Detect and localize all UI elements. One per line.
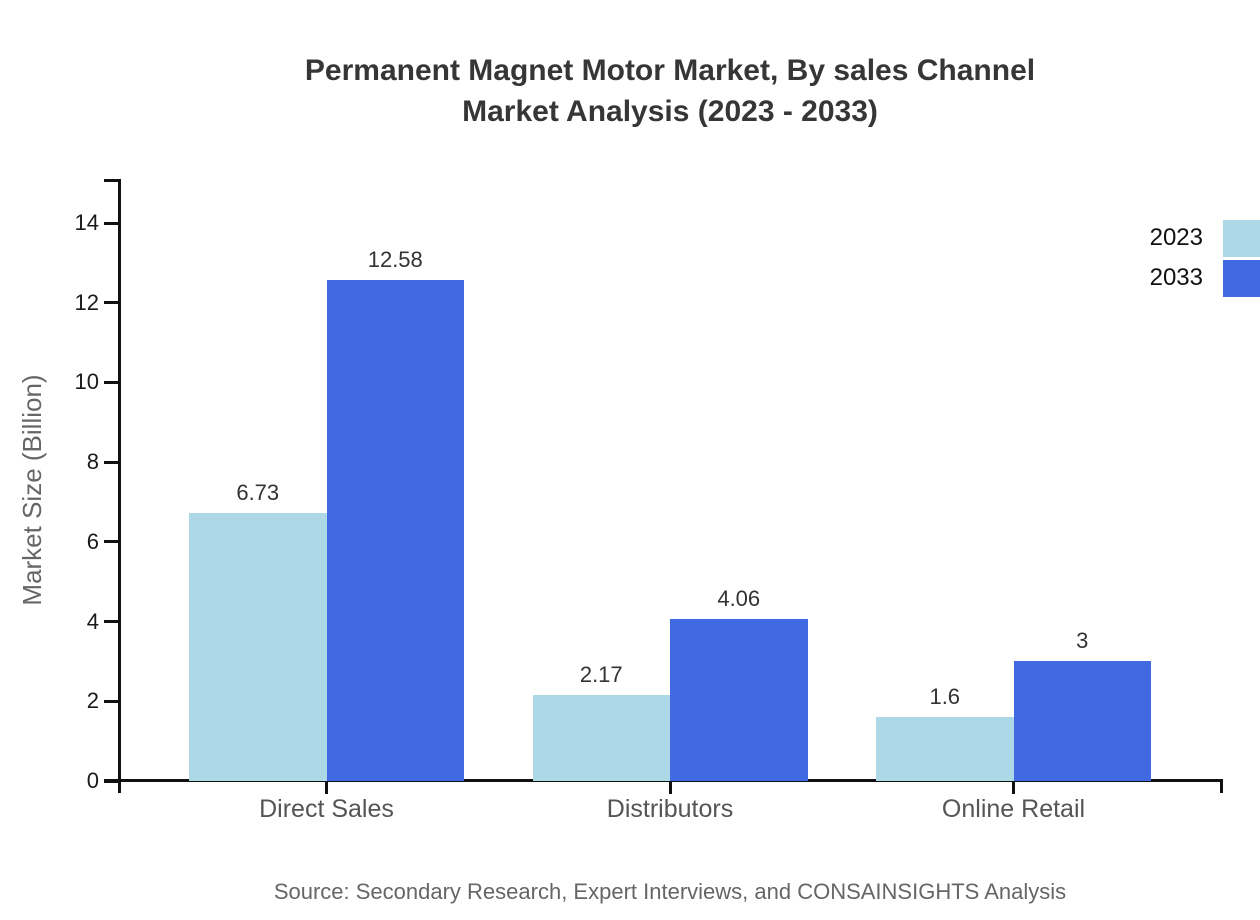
y-axis-tick [104,301,118,305]
legend-label-2023: 2023 [1149,224,1203,251]
chart-title-line2: Market Analysis (2023 - 2033) [462,95,878,128]
y-axis-line [118,180,121,793]
bar-2033-direct-sales [326,279,464,781]
y-axis-tick [104,460,118,464]
legend-label-2033: 2033 [1149,264,1203,291]
y-axis-tick [104,620,118,624]
y-axis-tick-label: 2 [86,688,99,714]
y-axis-tick [104,540,118,544]
bar-2023-distributors [532,694,670,781]
chart-title: Permanent Magnet Motor Market, By sales … [80,50,1260,132]
y-axis-top-cap-tick [104,179,121,182]
x-axis-tick [1012,782,1015,794]
y-axis-tick [104,699,118,703]
x-axis-end-cap-tick [1220,779,1223,793]
x-axis-tick [325,782,328,794]
y-axis-tick [104,221,118,225]
x-axis-tick [668,782,672,794]
bar-value-label: 12.58 [367,246,423,272]
y-axis-tick-label: 10 [74,369,99,395]
bar-value-label: 2.17 [579,661,623,687]
y-axis-tick-label: 6 [86,528,99,554]
legend-swatch-2023 [1223,220,1260,257]
y-axis-tick [104,380,118,384]
source-note: Source: Secondary Research, Expert Inter… [273,879,1067,904]
category-label: Online Retail [941,795,1086,823]
bar-value-label: 4.06 [717,586,761,612]
bar-2033-online-retail [1013,661,1151,781]
category-label: Direct Sales [259,795,394,823]
bar-value-label: 1.6 [929,684,961,710]
category-label: Distributors [606,795,734,823]
y-axis-tick-label: 0 [86,768,99,793]
y-axis-tick [104,779,118,783]
y-axis-tick-label: 14 [74,210,99,235]
y-axis-tick-label: 12 [74,289,99,315]
bar-value-label: 3 [1076,628,1089,654]
bar-2033-distributors [670,619,808,781]
chart-title-line1: Permanent Magnet Motor Market, By sales … [304,54,1036,87]
legend-swatch-2033 [1223,260,1260,297]
y-axis-tick-label: 8 [86,449,99,475]
bar-2023-direct-sales [189,512,327,781]
y-axis-tick-label: 4 [86,608,99,634]
bar-value-label: 6.73 [236,479,280,505]
bar-2023-online-retail [876,717,1014,781]
